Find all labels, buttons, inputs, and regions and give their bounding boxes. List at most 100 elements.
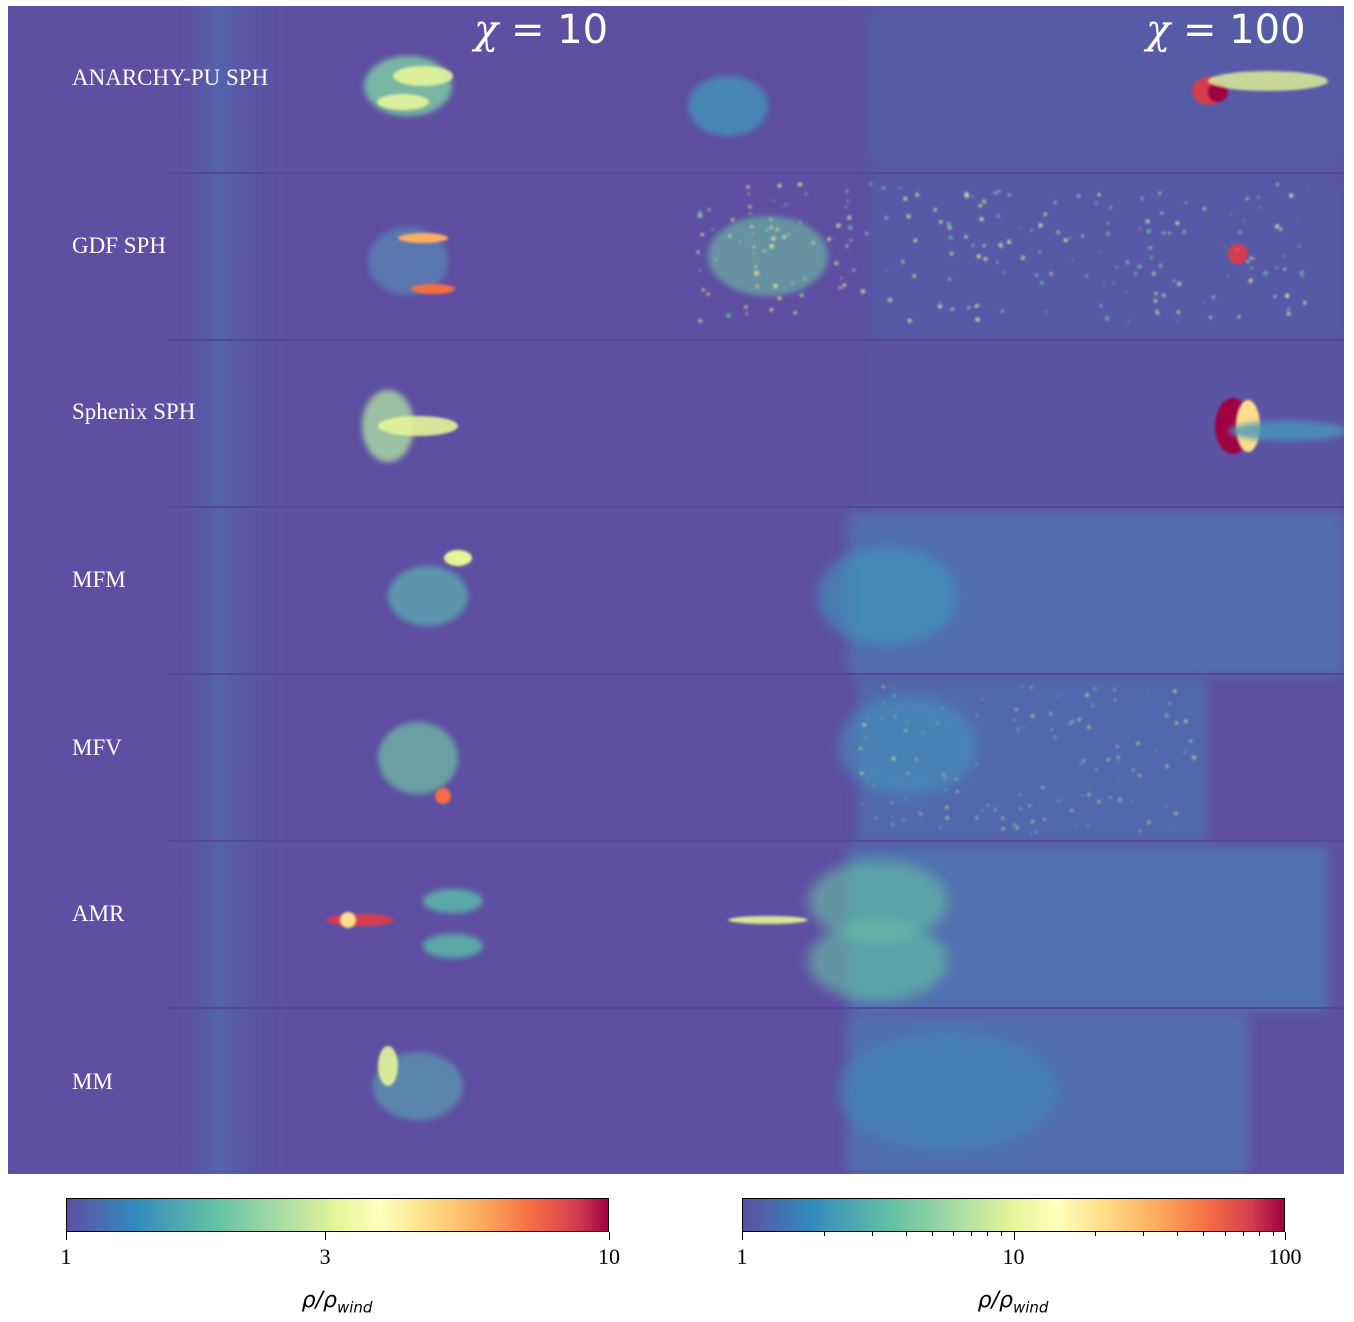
speckle bbox=[944, 788, 947, 791]
speckle bbox=[955, 777, 958, 781]
speckle bbox=[1176, 310, 1181, 314]
speckle bbox=[881, 685, 885, 689]
speckle bbox=[800, 293, 804, 298]
speckle bbox=[862, 803, 864, 806]
speckle bbox=[1154, 308, 1159, 313]
speckle bbox=[912, 274, 917, 278]
speckle bbox=[1147, 820, 1151, 825]
speckle bbox=[1276, 183, 1279, 186]
speckle bbox=[1188, 711, 1191, 714]
speckle bbox=[964, 235, 968, 239]
speckle bbox=[1154, 291, 1158, 296]
speckle bbox=[936, 721, 939, 725]
speckle bbox=[1249, 256, 1253, 260]
speckle bbox=[982, 244, 986, 248]
speckle bbox=[937, 304, 942, 309]
speckle bbox=[957, 716, 960, 718]
speckle bbox=[944, 777, 947, 780]
simulation-figure: χ = 10 χ = 100 ANARCHY-PU SPH GDF SPH Sp… bbox=[8, 6, 1344, 1174]
speckle bbox=[1174, 811, 1178, 816]
speckle bbox=[1118, 797, 1122, 801]
speckle bbox=[1034, 830, 1037, 834]
speckle bbox=[1016, 827, 1019, 830]
row-label-anarchy-pu-sph: ANARCHY-PU SPH bbox=[72, 65, 269, 90]
speckle bbox=[1028, 804, 1031, 808]
speckle bbox=[1019, 807, 1022, 811]
speckle bbox=[1097, 193, 1101, 197]
speckle bbox=[998, 190, 1001, 193]
gas-cloud bbox=[1228, 244, 1248, 264]
speckle bbox=[860, 771, 864, 776]
gas-cloud bbox=[808, 861, 948, 941]
colorbar-minor-tick bbox=[1095, 1232, 1097, 1236]
speckle bbox=[711, 227, 715, 231]
speckle bbox=[1251, 257, 1255, 260]
speckle bbox=[1230, 213, 1233, 216]
speckle bbox=[975, 763, 979, 766]
colorbar-minor-tick bbox=[1258, 1232, 1260, 1236]
speckle bbox=[915, 192, 920, 197]
speckle bbox=[1134, 272, 1137, 275]
speckle bbox=[1169, 828, 1172, 831]
gas-cloud bbox=[838, 1031, 1058, 1151]
gas-cloud bbox=[808, 921, 948, 1001]
colorbar-major-tick bbox=[1013, 1232, 1015, 1240]
speckle bbox=[803, 277, 807, 280]
speckle bbox=[1302, 300, 1307, 305]
speckle bbox=[1162, 231, 1166, 235]
speckle bbox=[1274, 224, 1280, 229]
speckle bbox=[1085, 274, 1088, 277]
speckle bbox=[981, 809, 984, 812]
speckle bbox=[842, 283, 847, 287]
speckle bbox=[1146, 229, 1151, 234]
speckle bbox=[728, 234, 732, 238]
speckle bbox=[726, 313, 731, 318]
speckle bbox=[949, 251, 954, 256]
gas-cloud bbox=[378, 1046, 398, 1086]
speckle bbox=[979, 217, 984, 222]
gas-cloud bbox=[728, 916, 808, 924]
row-label-amr: AMR bbox=[72, 901, 125, 926]
speckle bbox=[1286, 311, 1291, 316]
speckle bbox=[1106, 757, 1111, 762]
speckle bbox=[1043, 212, 1048, 216]
speckle bbox=[748, 205, 752, 209]
speckle bbox=[860, 289, 866, 294]
speckle bbox=[1085, 693, 1089, 697]
speckle bbox=[1113, 282, 1115, 284]
speckle bbox=[893, 715, 897, 719]
speckle bbox=[1211, 295, 1216, 300]
speckle bbox=[1138, 773, 1142, 777]
gas-cloud bbox=[326, 914, 394, 926]
speckle bbox=[1023, 727, 1025, 729]
speckle bbox=[913, 238, 918, 243]
speckle bbox=[903, 196, 908, 201]
speckle bbox=[1001, 816, 1005, 820]
row-label-gdf-sph: GDF SPH bbox=[72, 233, 166, 258]
speckle bbox=[1002, 271, 1005, 274]
speckle bbox=[938, 300, 941, 303]
speckle bbox=[947, 225, 952, 230]
speckle bbox=[845, 206, 847, 209]
speckle bbox=[847, 215, 852, 220]
speckle bbox=[950, 307, 955, 311]
speckle bbox=[780, 206, 783, 208]
speckle bbox=[841, 287, 844, 289]
colorbar-minor-tick bbox=[931, 1232, 933, 1236]
speckle bbox=[765, 228, 768, 231]
colorbar-tick-label: 10 bbox=[1002, 1244, 1025, 1269]
speckle bbox=[978, 204, 982, 208]
speckle bbox=[836, 224, 839, 228]
colorbar-minor-tick bbox=[1143, 1232, 1144, 1236]
speckle bbox=[811, 241, 816, 245]
speckle bbox=[769, 217, 773, 222]
speckle bbox=[1248, 278, 1253, 283]
speckle bbox=[769, 226, 773, 229]
speckle bbox=[698, 210, 702, 215]
speckle bbox=[697, 213, 703, 219]
gas-cloud bbox=[708, 216, 828, 296]
speckle bbox=[1000, 309, 1005, 313]
gas-cloud bbox=[388, 566, 468, 626]
speckle bbox=[1125, 260, 1130, 265]
speckle bbox=[1109, 796, 1112, 799]
